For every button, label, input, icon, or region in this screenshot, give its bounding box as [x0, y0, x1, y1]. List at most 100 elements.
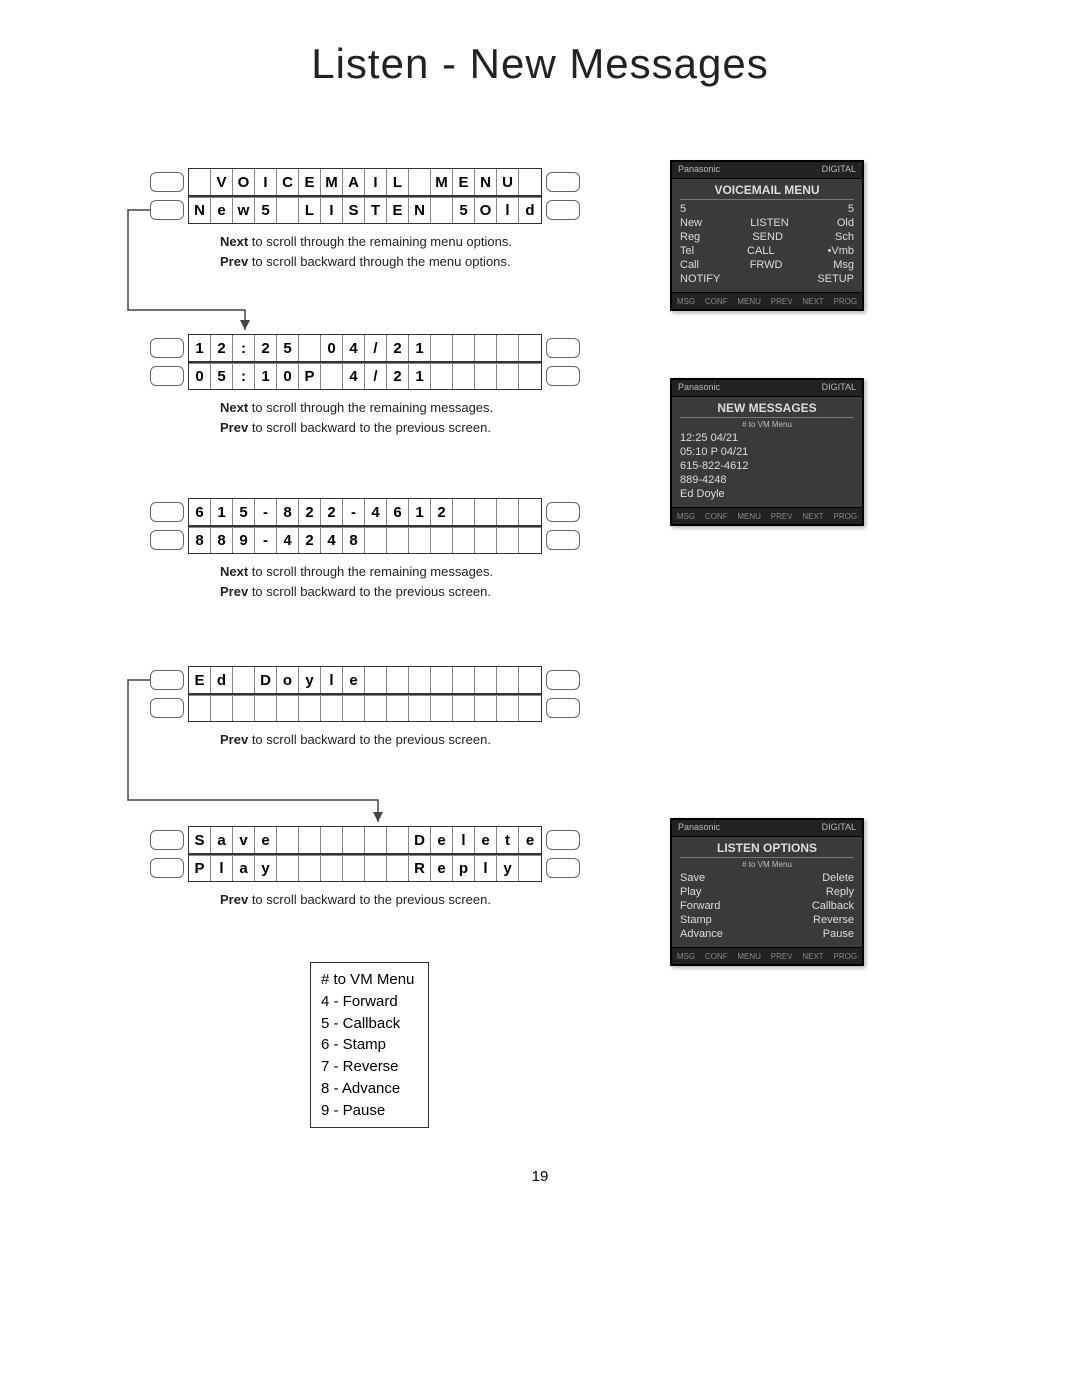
softkey-right-4a[interactable]: [546, 670, 580, 690]
softkey-left-3b[interactable]: [150, 530, 184, 550]
softkey-label: MENU: [737, 512, 761, 521]
lcd3-row2: 889-4248: [188, 526, 542, 554]
lcd-cell: [453, 363, 475, 389]
lcd-cell: e: [431, 827, 453, 853]
lcd-cell: d: [211, 667, 233, 693]
lcd-cell: [277, 695, 299, 721]
phone2-softkeys: MSGCONFMENUPREVNEXTPROG: [672, 507, 862, 524]
softkey-label: MSG: [677, 297, 695, 306]
phone-screenshot-new-messages: PanasonicDIGITAL NEW MESSAGES # to VM Me…: [670, 378, 864, 526]
softkey-label: PROG: [833, 297, 857, 306]
lcd-cell: e: [431, 855, 453, 881]
lcd-cell: [519, 363, 541, 389]
lcd-cell: [409, 527, 431, 553]
softkey-label: CONF: [705, 297, 728, 306]
lcd-cell: 1: [255, 363, 277, 389]
lcd-cell: 0: [321, 335, 343, 361]
softkey-left-1b[interactable]: [150, 200, 184, 220]
lcd-cell: v: [233, 827, 255, 853]
text-line: 889-4248: [680, 473, 854, 487]
lcd-cell: [475, 335, 497, 361]
lcd-cell: 6: [387, 499, 409, 525]
lcd-cell: /: [365, 363, 387, 389]
lcd-cell: 2: [431, 499, 453, 525]
lcd4-caption: Prev to scroll backward to the previous …: [220, 730, 580, 750]
softkey-left-3a[interactable]: [150, 502, 184, 522]
lcd-cell: A: [343, 169, 365, 195]
softkey-right-5b[interactable]: [546, 858, 580, 878]
softkey-label: PREV: [771, 297, 793, 306]
softkey-left-4a[interactable]: [150, 670, 184, 690]
lcd2-caption: Next to scroll through the remaining mes…: [220, 398, 580, 437]
lcd-cell: [387, 695, 409, 721]
lcd-cell: 4: [343, 363, 365, 389]
lcd-cell: [431, 197, 453, 223]
softkey-right-2a[interactable]: [546, 338, 580, 358]
lcd-cell: 1: [211, 499, 233, 525]
lcd-cell: 1: [409, 499, 431, 525]
lcd-cell: [211, 695, 233, 721]
softkey-right-1b[interactable]: [546, 200, 580, 220]
softkey-right-3b[interactable]: [546, 530, 580, 550]
lcd-cell: 4: [365, 499, 387, 525]
lcd-cell: a: [233, 855, 255, 881]
lcd-cell: l: [321, 667, 343, 693]
phone-row: TelCALL•Vmb: [680, 244, 854, 258]
lcd-cell: [475, 527, 497, 553]
lcd-cell: [189, 695, 211, 721]
lcd-cell: l: [453, 827, 475, 853]
lcd-cell: -: [255, 499, 277, 525]
softkey-left-2a[interactable]: [150, 338, 184, 358]
lcd-cell: T: [365, 197, 387, 223]
lcd-block-3: 615-822-4612 889-4248 Next to scroll thr…: [150, 498, 580, 601]
lcd-cell: 4: [277, 527, 299, 553]
softkey-label: NEXT: [802, 512, 823, 521]
text-line: 4 - Forward: [321, 991, 414, 1013]
softkey-right-1a[interactable]: [546, 172, 580, 192]
softkey-left-5b[interactable]: [150, 858, 184, 878]
lcd-cell: :: [233, 335, 255, 361]
softkey-label: NEXT: [802, 297, 823, 306]
softkey-right-4b[interactable]: [546, 698, 580, 718]
lcd-cell: N: [409, 197, 431, 223]
lcd-cell: P: [299, 363, 321, 389]
lcd2-row2: 05:10P4/21: [188, 362, 542, 390]
softkey-left-2b[interactable]: [150, 366, 184, 386]
lcd-cell: 6: [189, 499, 211, 525]
phone-row: RegSENDSch: [680, 230, 854, 244]
phone1-header: VOICEMAIL MENU: [680, 183, 854, 200]
phone3-rows: SaveDeletePlayReplyForwardCallbackStampR…: [680, 871, 854, 941]
phone-row: NewLISTENOld: [680, 216, 854, 230]
phone-screenshot-listen-options: PanasonicDIGITAL LISTEN OPTIONS # to VM …: [670, 818, 864, 966]
lcd-cell: [387, 827, 409, 853]
softkey-label: NEXT: [802, 952, 823, 961]
lcd-cell: 2: [255, 335, 277, 361]
lcd-cell: I: [365, 169, 387, 195]
text-line: 6 - Stamp: [321, 1034, 414, 1056]
softkey-left-5a[interactable]: [150, 830, 184, 850]
lcd-cell: 2: [211, 335, 233, 361]
text-line: 05:10 P 04/21: [680, 445, 854, 459]
lcd-cell: 1: [189, 335, 211, 361]
lcd5-row1: SaveDelete: [188, 826, 542, 854]
lcd-cell: [431, 335, 453, 361]
softkey-left-1a[interactable]: [150, 172, 184, 192]
softkey-right-5a[interactable]: [546, 830, 580, 850]
lcd-cell: [453, 695, 475, 721]
softkey-right-2b[interactable]: [546, 366, 580, 386]
softkey-right-3a[interactable]: [546, 502, 580, 522]
lcd-cell: -: [343, 499, 365, 525]
lcd-cell: S: [343, 197, 365, 223]
lcd-cell: [431, 695, 453, 721]
lcd-block-1: VOICEMAILMENU New5LISTEN5Old Next to scr…: [150, 168, 580, 271]
lcd-cell: [343, 827, 365, 853]
lcd-cell: [409, 169, 431, 195]
lcd-cell: [475, 363, 497, 389]
keypad-legend: # to VM Menu4 - Forward5 - Callback6 - S…: [310, 962, 429, 1128]
lcd-cell: 5: [255, 197, 277, 223]
lcd-cell: -: [255, 527, 277, 553]
lcd-cell: [365, 855, 387, 881]
text-line: Ed Doyle: [680, 487, 854, 501]
softkey-left-4b[interactable]: [150, 698, 184, 718]
lcd-cell: [431, 527, 453, 553]
